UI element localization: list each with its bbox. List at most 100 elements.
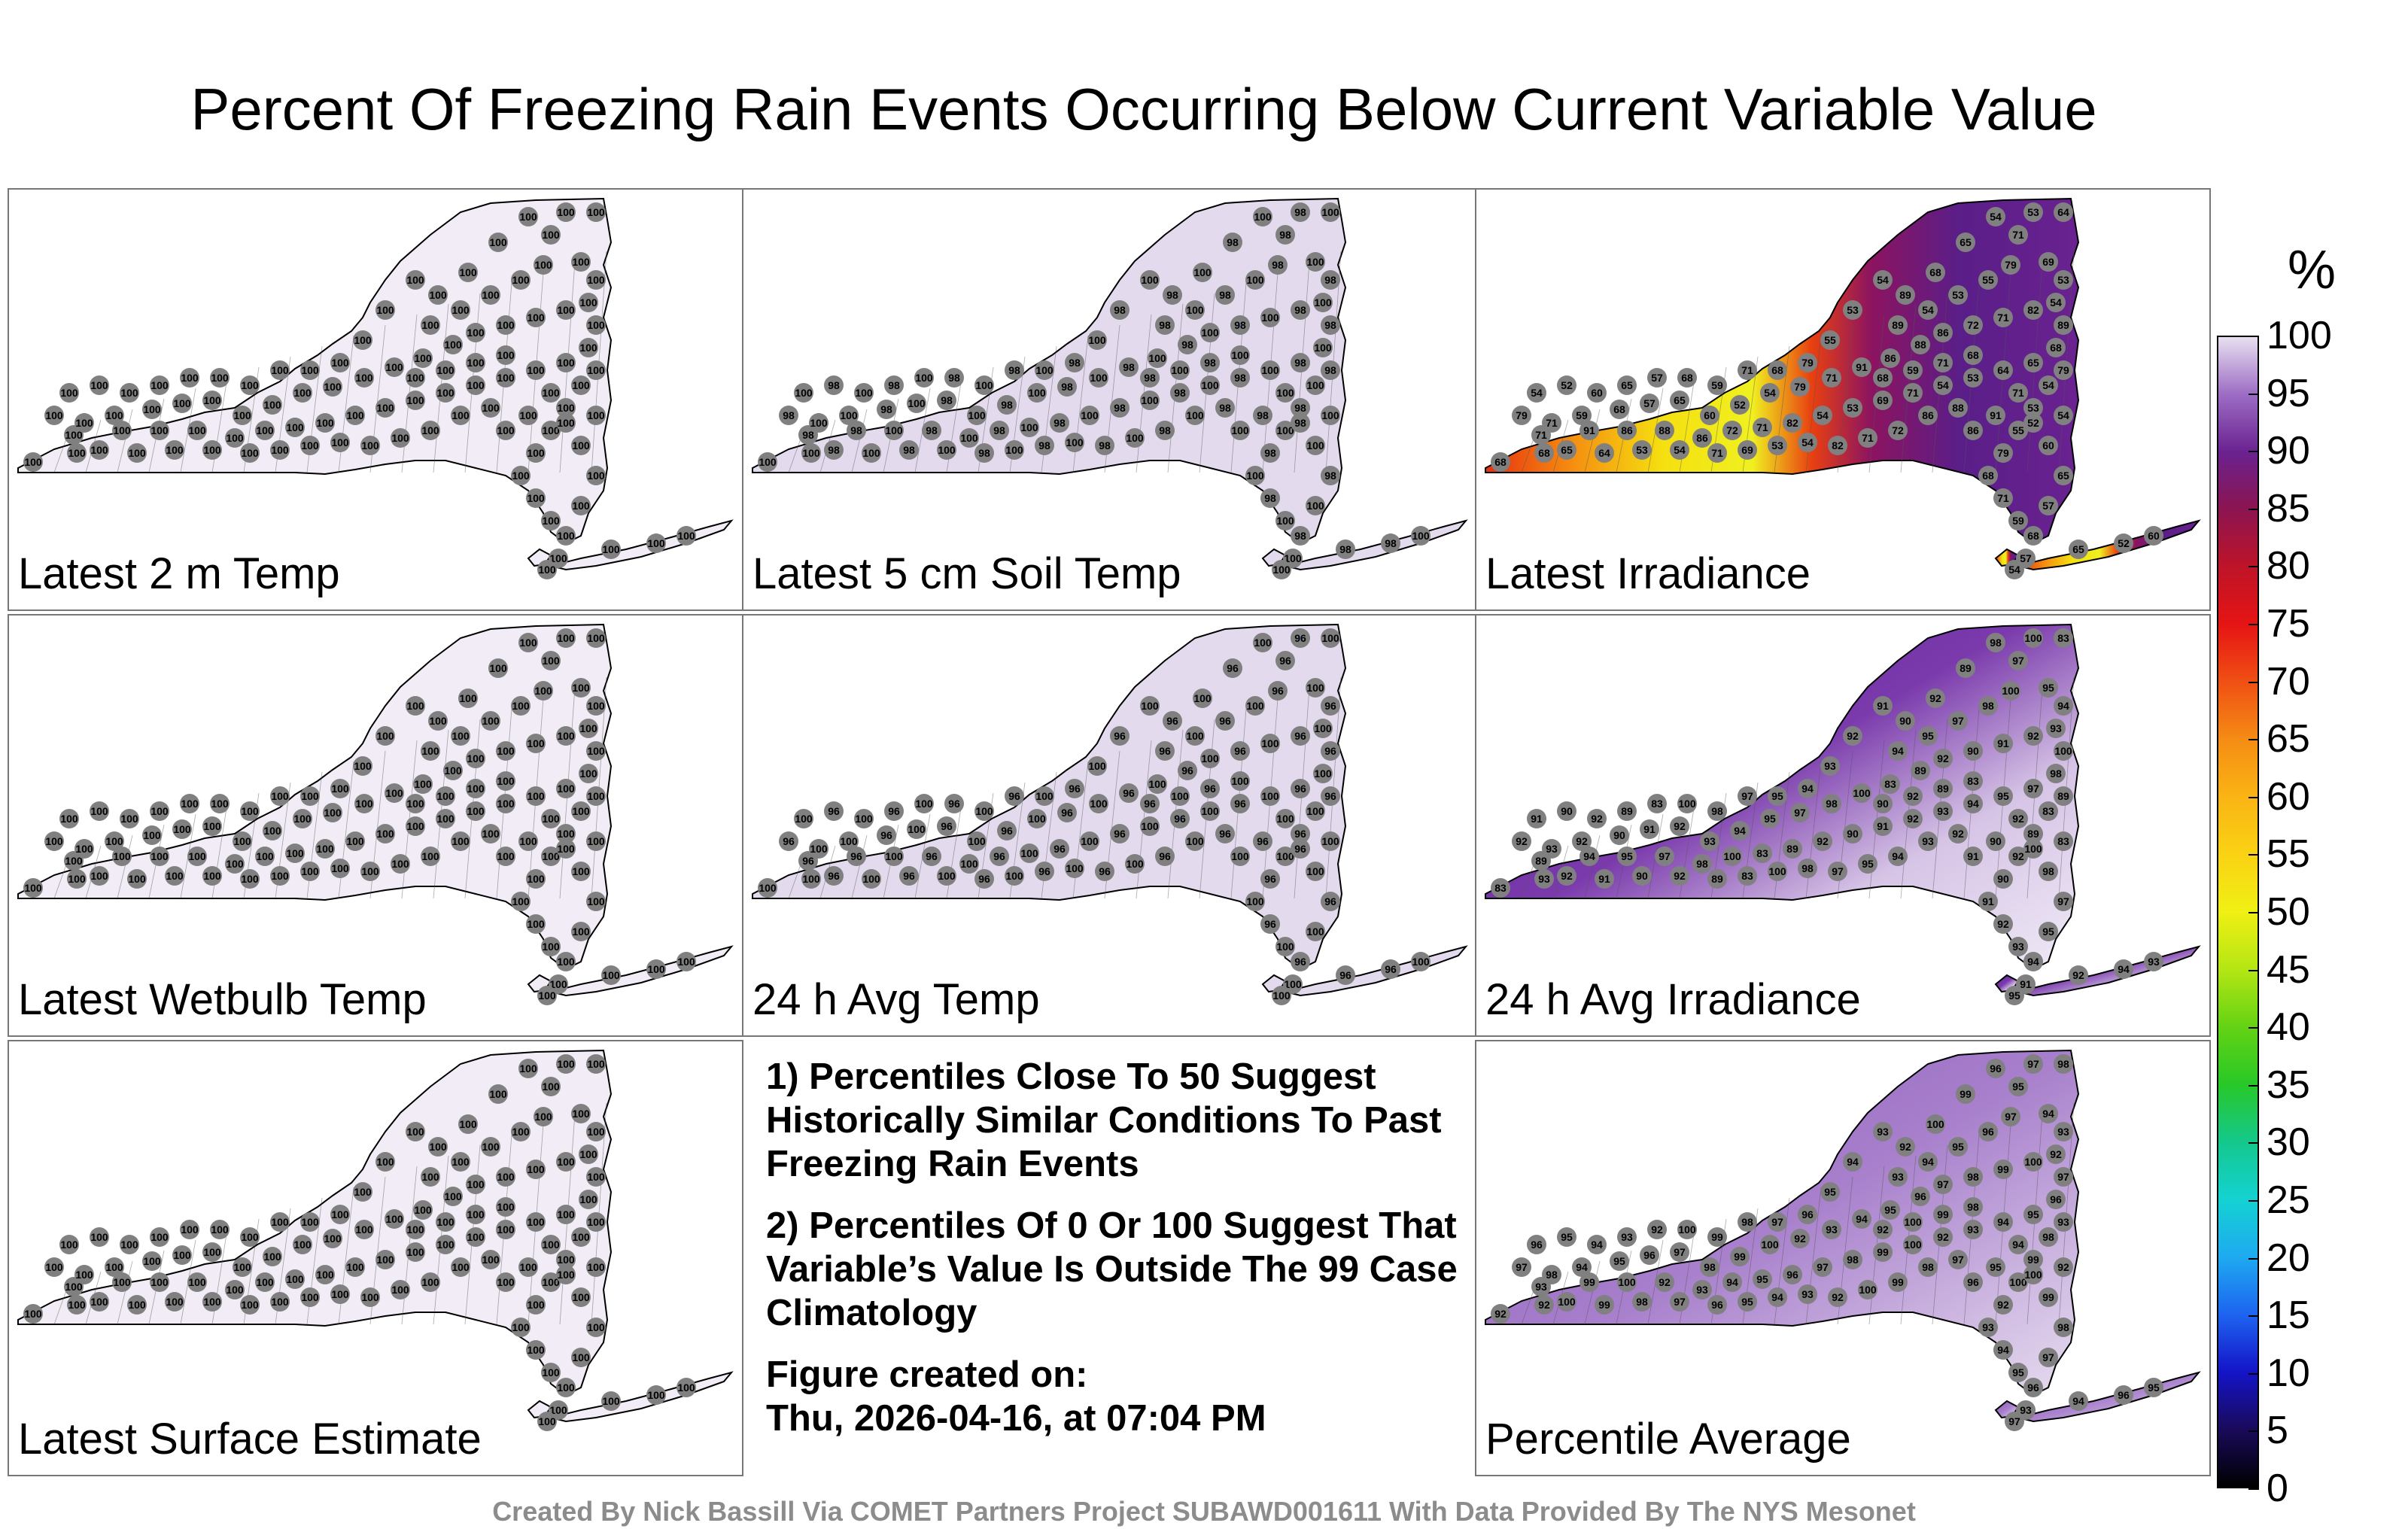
station-value: 100 [2054,745,2072,757]
station-value: 100 [293,813,312,825]
station-marker [1926,1114,1945,1134]
station-marker [360,436,380,455]
station-value: 100 [105,835,123,847]
station-value: 100 [1276,387,1294,399]
station-value: 100 [587,700,605,712]
station-value: 96 [2118,1389,2130,1401]
station-marker [1798,1284,1817,1304]
station-value: 100 [60,813,78,825]
station-marker [556,1378,576,1397]
station-value: 96 [1324,700,1336,712]
station-marker [23,1304,43,1324]
station-marker [526,869,546,889]
station-marker [2001,1107,2020,1126]
station-marker [466,1227,485,1247]
station-marker [300,1212,320,1232]
station-value: 100 [1321,835,1339,847]
colorbar-tick-mark [2248,566,2259,568]
station-value: 96 [828,805,840,817]
station-value: 93 [2050,722,2062,734]
station-marker [579,293,598,312]
station-marker [1306,922,1325,941]
station-marker [2054,786,2073,806]
colorbar-tick-mark [2248,451,2259,453]
station-value: 100 [512,1321,530,1333]
station-marker [330,779,350,798]
station-value: 100 [795,813,813,825]
station-marker [1185,406,1205,425]
station-marker [1956,1084,1975,1104]
station-marker [1527,809,1546,828]
station-marker [1587,383,1607,403]
station-marker [1321,696,1340,716]
station-marker [2046,338,2066,357]
station-value: 95 [1621,850,1633,862]
station-marker [2046,1144,2066,1164]
station-value: 100 [1005,444,1023,456]
station-marker [1572,831,1592,851]
station-value: 100 [75,1269,93,1281]
station-value: 100 [429,289,447,301]
station-marker [1557,1227,1576,1247]
station-marker [1140,696,1160,716]
station-marker [541,511,561,530]
station-marker [451,726,470,746]
station-marker [385,783,404,803]
station-value: 100 [271,790,289,802]
station-marker [1993,360,2013,380]
station-marker [586,831,606,851]
panel-24h-avg-irradiance: 83 89 92 90 91 92 93 94 95 97 98 100 83 89 92 90 91 92 93 9… [1475,614,2211,1037]
station-value: 100 [1088,334,1106,346]
station-value: 100 [557,843,575,855]
station-marker [44,1257,64,1277]
station-value: 98 [1294,304,1306,316]
station-value: 100 [1261,364,1279,376]
station-marker [1119,783,1139,803]
station-value: 100 [572,1351,590,1363]
station-value: 94 [1892,850,1904,862]
station-value: 100 [587,206,605,218]
station-marker [1963,1167,1983,1187]
station-marker [1730,821,1750,840]
station-marker [1200,375,1220,395]
station-marker [391,1280,410,1299]
station-marker [2069,540,2088,559]
station-value: 100 [759,882,777,894]
station-marker [1170,383,1190,403]
station-value: 100 [128,447,146,459]
station-marker [1119,357,1139,377]
station-marker [1888,1272,1908,1292]
station-marker [1005,440,1024,460]
station-marker [907,394,926,413]
station-marker [1200,323,1220,342]
station-marker [899,866,919,886]
station-marker [571,1287,591,1307]
station-value: 100 [181,1223,199,1236]
station-marker [1260,869,1280,889]
station-marker [1677,794,1697,813]
station-value: 98 [1272,259,1284,271]
station-value: 100 [324,1233,342,1245]
station-marker [1005,866,1024,886]
station-value: 100 [331,1288,349,1300]
station-value: 100 [150,1231,169,1243]
station-marker [233,406,252,425]
station-value: 100 [538,1415,556,1427]
station-marker [2114,1385,2133,1405]
station-value: 93 [1892,1171,1904,1183]
station-value: 92 [1651,1223,1663,1236]
station-marker [187,1272,207,1292]
station-marker [150,421,169,440]
station-value: 100 [759,456,777,468]
station-value: 79 [1997,447,2009,459]
station-marker [90,801,109,821]
station-value: 95 [2148,1382,2160,1394]
station-value: 100 [579,722,597,734]
station-value: 100 [542,1081,560,1093]
station-value: 100 [1314,768,1332,780]
station-marker [127,869,147,889]
station-value: 98 [903,444,915,456]
station-value: 100 [602,1395,620,1407]
station-value: 100 [301,364,319,376]
station-value: 100 [1148,352,1166,364]
